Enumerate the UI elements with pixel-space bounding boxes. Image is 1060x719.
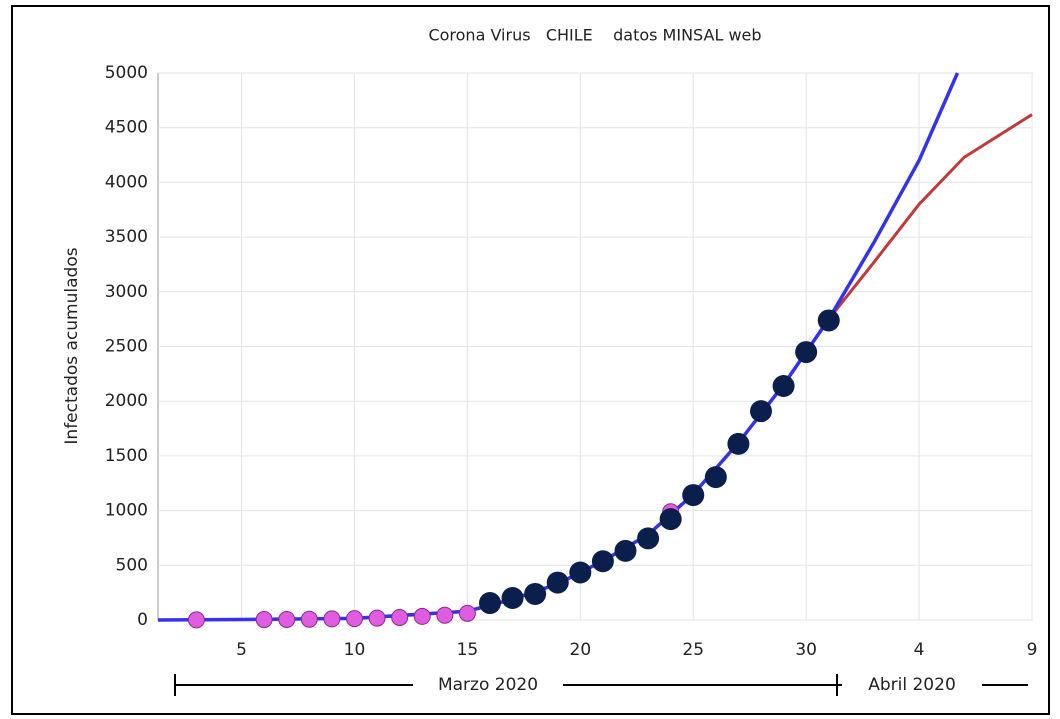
data-point — [704, 466, 727, 489]
y-tick-label: 3000 — [105, 282, 148, 302]
y-tick-label: 0 — [137, 610, 148, 630]
y-axis-label: Infectados acumulados — [62, 247, 82, 444]
y-tick-label: 4500 — [105, 118, 148, 138]
data-point — [772, 374, 795, 397]
x-tick-label: 20 — [570, 640, 592, 660]
data-point — [368, 609, 386, 627]
data-point — [255, 611, 273, 629]
period-label: Marzo 2020 — [438, 675, 538, 695]
period-label-bg — [413, 673, 563, 697]
data-point — [569, 561, 592, 584]
data-point — [817, 309, 840, 332]
data-point — [278, 610, 296, 628]
data-point — [478, 592, 501, 615]
data-point — [524, 582, 547, 605]
data-point — [323, 610, 341, 628]
data-point — [391, 608, 409, 626]
data-point — [187, 611, 205, 629]
y-tick-label: 3500 — [105, 227, 148, 247]
data-point — [546, 571, 569, 594]
y-tick-label: 1500 — [105, 446, 148, 466]
data-point — [413, 607, 431, 625]
frame — [11, 5, 1050, 715]
data-point — [614, 539, 637, 562]
y-tick-label: 5000 — [105, 63, 148, 83]
data-point — [727, 432, 750, 455]
chart-title: Corona Virus CHILE datos MINSAL web — [428, 26, 761, 45]
x-tick-label: 10 — [344, 640, 366, 660]
y-tick-label: 4000 — [105, 172, 148, 192]
data-point — [591, 550, 614, 573]
data-point — [501, 587, 524, 610]
y-tick-label: 2000 — [105, 391, 148, 411]
y-tick-label: 1000 — [105, 501, 148, 521]
x-tick-label: 25 — [682, 640, 704, 660]
data-point — [659, 508, 682, 531]
period-label-bg — [842, 673, 982, 697]
x-tick-label: 4 — [914, 640, 925, 660]
data-point — [345, 610, 363, 628]
x-tick-label: 15 — [457, 640, 479, 660]
x-tick-label: 5 — [236, 640, 247, 660]
data-point — [749, 400, 772, 423]
data-point — [682, 484, 705, 507]
data-point — [300, 610, 318, 628]
data-point — [458, 604, 476, 622]
data-point — [637, 527, 660, 550]
y-tick-label: 2500 — [105, 337, 148, 357]
x-tick-label: 30 — [795, 640, 817, 660]
y-tick-label: 500 — [116, 555, 148, 575]
period-label: Abril 2020 — [868, 675, 956, 695]
x-tick-label: 9 — [1027, 640, 1038, 660]
data-point — [436, 606, 454, 624]
data-point — [795, 341, 818, 364]
